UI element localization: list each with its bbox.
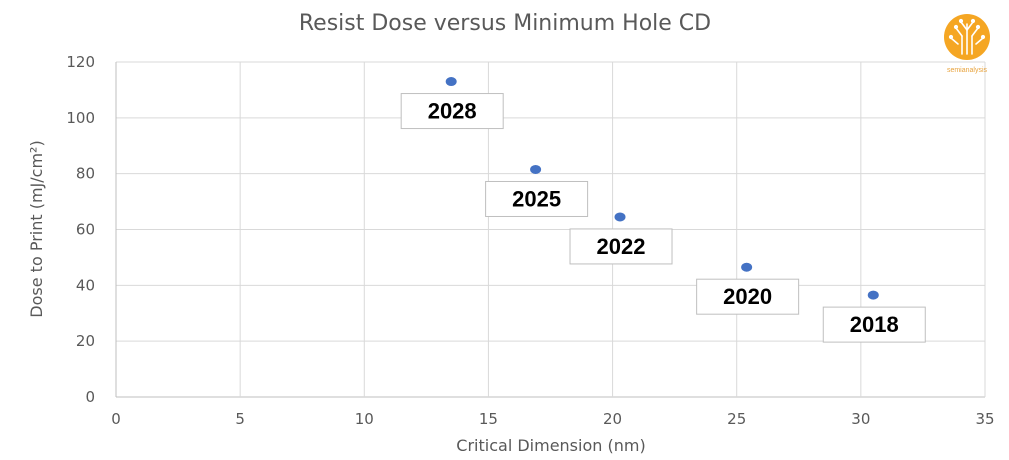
chart-title: Resist Dose versus Minimum Hole CD bbox=[299, 11, 711, 36]
y-tick-label: 0 bbox=[85, 388, 95, 406]
logo-tree-icon bbox=[948, 18, 986, 55]
data-point bbox=[867, 290, 879, 300]
x-axis-title: Critical Dimension (nm) bbox=[456, 436, 645, 455]
x-tick-label: 30 bbox=[851, 410, 870, 428]
data-label: 2018 bbox=[822, 306, 926, 343]
data-point bbox=[445, 77, 457, 87]
y-tick-label: 40 bbox=[76, 276, 95, 294]
data-label-text: 2018 bbox=[850, 312, 899, 337]
data-label-box bbox=[696, 278, 800, 315]
data-point bbox=[530, 164, 542, 174]
data-label-box bbox=[822, 306, 926, 343]
y-tick-label: 120 bbox=[66, 53, 95, 71]
data-label-box bbox=[400, 93, 504, 130]
data-label-text: 2020 bbox=[723, 284, 772, 309]
x-tick-label: 5 bbox=[235, 410, 245, 428]
data-label: 2022 bbox=[569, 228, 673, 265]
x-tick-label: 20 bbox=[603, 410, 622, 428]
x-tick-label: 35 bbox=[975, 410, 994, 428]
grid bbox=[115, 61, 986, 398]
y-axis-title: Dose to Print (mJ/cm²) bbox=[27, 140, 46, 317]
data-label: 2025 bbox=[485, 180, 589, 217]
x-tick-label: 10 bbox=[355, 410, 374, 428]
data-label: 2028 bbox=[400, 93, 504, 130]
y-tick-label: 100 bbox=[66, 109, 95, 127]
data-point bbox=[614, 212, 626, 222]
data-labels: 2028 2025 2022 2020 2018 bbox=[400, 93, 926, 343]
y-tick-label: 80 bbox=[76, 165, 95, 183]
x-tick-label: 15 bbox=[479, 410, 498, 428]
semianalysis-logo: semianalysis bbox=[944, 14, 990, 74]
data-label: 2020 bbox=[696, 278, 800, 315]
data-label-box bbox=[569, 228, 673, 265]
y-tick-label: 20 bbox=[76, 332, 95, 350]
y-tick-label: 60 bbox=[76, 221, 95, 239]
data-label-text: 2028 bbox=[428, 99, 477, 124]
data-label-text: 2025 bbox=[512, 186, 561, 211]
x-tick-label: 0 bbox=[111, 410, 121, 428]
logo-text: semianalysis bbox=[947, 67, 988, 74]
data-label-text: 2022 bbox=[597, 234, 646, 259]
data-label-box bbox=[485, 180, 589, 217]
data-points bbox=[445, 77, 879, 300]
data-point bbox=[741, 262, 753, 272]
x-tick-label: 25 bbox=[727, 410, 746, 428]
